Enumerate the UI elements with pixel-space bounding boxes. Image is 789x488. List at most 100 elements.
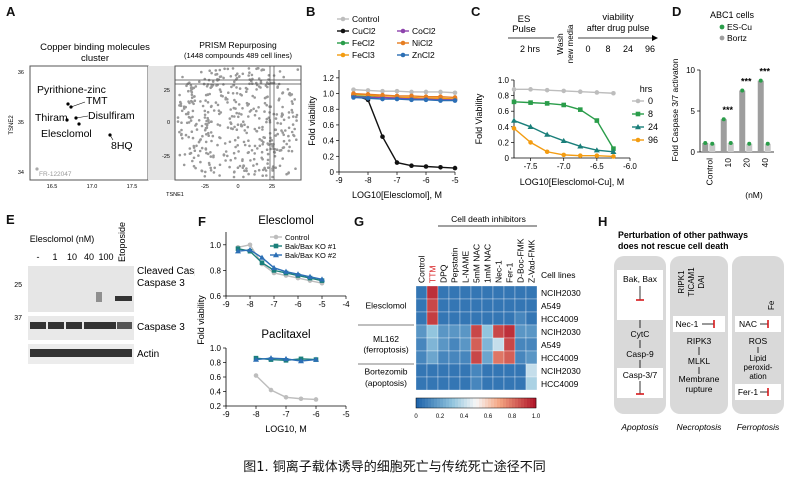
- g-colorbar-cell: [467, 398, 471, 408]
- prism-point: [234, 74, 238, 77]
- prism-point: [242, 175, 245, 179]
- b-legend-5: NiCl2: [412, 38, 433, 48]
- prism-point: [265, 120, 268, 124]
- g-cell: [481, 311, 494, 326]
- b-legend-4: CoCl2: [412, 26, 436, 36]
- g-cell: [426, 298, 439, 313]
- g-colorbar-cell: [416, 398, 420, 408]
- g-cell: [437, 337, 450, 352]
- prism-point: [191, 115, 194, 119]
- prism-point: [259, 86, 262, 89]
- d-bar-point: [703, 140, 708, 145]
- b-series-0-point: [423, 89, 429, 95]
- g-colorbar-tick: 0.6: [484, 414, 493, 420]
- b-series-6-point: [452, 98, 458, 103]
- g-colorbar-cell: [431, 398, 435, 408]
- d-ylabel: Fold Caspase 3/7 activaton: [670, 58, 680, 161]
- g-cell: [503, 324, 516, 339]
- g-cell: [525, 363, 538, 378]
- prism-point: [194, 85, 198, 88]
- prism-point: [282, 139, 286, 143]
- prism-point: [295, 115, 298, 119]
- a-r-xtick-2: 25: [269, 184, 275, 190]
- b-series-6-point: [365, 95, 371, 101]
- b-legend-0: Control: [352, 14, 380, 24]
- prism-point: [214, 69, 218, 72]
- g-row-4: A549: [541, 340, 561, 350]
- g-cell: [415, 376, 428, 391]
- prism-point: [247, 67, 251, 70]
- prism-point: [255, 88, 258, 91]
- g-colorbar-cell: [470, 398, 474, 408]
- g-cell: [514, 376, 527, 391]
- b-ytick: 0.8: [323, 105, 335, 114]
- d-bar-ES-Cu-10: [720, 119, 727, 152]
- b-ytick: 1.2: [323, 74, 335, 83]
- prism-point: [190, 130, 194, 133]
- f1-series-1-point: [271, 268, 277, 273]
- prism-point: [253, 170, 257, 173]
- f2-xtick: -8: [252, 410, 260, 419]
- prism-point: [255, 147, 259, 150]
- c-series-0-point: [511, 87, 517, 92]
- prism-point: [179, 104, 182, 107]
- prism-point: [269, 136, 272, 140]
- g-cell: [492, 376, 505, 391]
- g-cell: [470, 376, 483, 391]
- d-bar-point: [740, 88, 745, 93]
- prism-point: [267, 74, 271, 77]
- prism-point: [189, 86, 193, 90]
- prism-point: [248, 71, 251, 74]
- prism-point: [285, 142, 289, 146]
- g-colorbar-cell: [464, 398, 468, 408]
- f1-series-0-point: [247, 242, 253, 248]
- prism-point: [254, 81, 258, 85]
- panel-label-e: E: [6, 212, 15, 227]
- f-ylabel: Fold viability: [196, 295, 206, 345]
- prism-point: [287, 111, 291, 114]
- g-cell: [525, 311, 538, 326]
- prism-point: [180, 121, 183, 124]
- g-row-6: NCIH2030: [541, 366, 581, 376]
- prism-point: [253, 173, 256, 176]
- f-legend-marker: [273, 234, 279, 240]
- d-bar-ES-Cu-40: [757, 80, 764, 152]
- c-series-0-point: [561, 88, 567, 94]
- g-cell: [437, 363, 450, 378]
- b-series-6-point: [438, 98, 443, 103]
- prism-point: [207, 121, 211, 124]
- g-colorbar-cell: [461, 398, 465, 408]
- c-pulse-2: Pulse: [512, 24, 536, 35]
- prism-point: [245, 101, 249, 105]
- prism-point: [255, 162, 259, 166]
- g-colorbar-cell: [443, 398, 447, 408]
- prism-point: [278, 70, 282, 73]
- prism-point: [182, 105, 186, 108]
- a-r-xtick-0: -25: [201, 184, 209, 190]
- d-bar-point: [747, 141, 752, 146]
- prism-point: [241, 72, 245, 76]
- g-cell: [448, 363, 461, 378]
- prism-point: [190, 90, 194, 94]
- f-xlabel: LOG10, M: [265, 424, 307, 434]
- g-cell: [470, 298, 483, 313]
- g-cell: [448, 337, 461, 352]
- prism-point: [197, 140, 201, 144]
- prism-point: [190, 99, 193, 103]
- c-series-1-point: [577, 107, 583, 112]
- g-colorbar-cell: [419, 398, 423, 408]
- panel-f-chart: Elesclomol-9 -8 -7 -6 -5 -40.60.81.0ControlBa…: [196, 215, 350, 434]
- d-legend-marker: [719, 24, 725, 30]
- prism-point: [290, 100, 294, 103]
- panel-b-chart: -9 -8 -7 -6 -5 0 0.2 0.4 0.6 0.8 1.0 1.2 LOG10[Elesc…: [307, 14, 459, 200]
- prism-point: [229, 75, 233, 78]
- g-row-1: A549: [541, 301, 561, 311]
- prism-point: [228, 140, 232, 144]
- c-series-1-point: [611, 146, 616, 151]
- g-colorbar-tick: 0: [414, 414, 418, 420]
- prism-point: [275, 148, 279, 151]
- prism-point: [271, 145, 274, 148]
- f2-series-2-point: [283, 355, 289, 362]
- f1-series-2-point: [319, 276, 325, 282]
- prism-point: [208, 69, 211, 72]
